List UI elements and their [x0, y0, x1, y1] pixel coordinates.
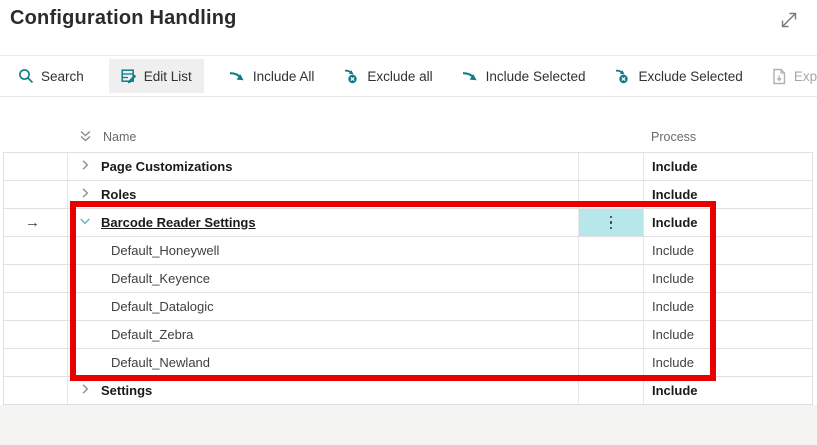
column-header-process[interactable]: Process [651, 130, 697, 144]
edit-list-icon [121, 68, 137, 84]
table-row-barcode-reader-settings[interactable]: → Barcode Reader Settings Include [4, 209, 812, 237]
table-body: Page Customizations Include Roles Includ… [3, 152, 813, 405]
chevron-right-icon[interactable] [79, 187, 91, 202]
include-all-button[interactable]: Include All [225, 59, 319, 93]
table-row-settings[interactable]: Settings Include [4, 377, 812, 405]
process-cell[interactable]: Include [652, 243, 694, 258]
footer-area [0, 405, 817, 445]
vertical-ellipsis-icon[interactable] [609, 215, 613, 230]
search-button[interactable]: Search [14, 59, 88, 93]
export-button: Export [768, 59, 817, 93]
configuration-table: Name Process Page Customizations Include [3, 122, 813, 405]
expand-diagonal-icon[interactable] [779, 10, 799, 30]
process-cell[interactable]: Include [652, 187, 698, 202]
current-row-arrow-icon: → [4, 209, 68, 236]
process-cell[interactable]: Include [652, 271, 694, 286]
table-header-row: Name Process [3, 122, 813, 152]
process-cell[interactable]: Include [652, 383, 698, 398]
table-row-page-customizations[interactable]: Page Customizations Include [4, 153, 812, 181]
page-title: Configuration Handling [10, 7, 237, 29]
exclude-selected-button[interactable]: Exclude Selected [610, 59, 746, 93]
process-cell[interactable]: Include [652, 159, 698, 174]
row-options-cell[interactable] [579, 209, 644, 236]
action-toolbar: Search Edit List Include All [0, 55, 817, 97]
chevron-right-icon[interactable] [79, 159, 91, 174]
table-row-default-zebra[interactable]: Default_Zebra Include [4, 321, 812, 349]
table-row-default-honeywell[interactable]: Default_Honeywell Include [4, 237, 812, 265]
chevron-right-icon[interactable] [79, 383, 91, 398]
table-row-default-keyence[interactable]: Default_Keyence Include [4, 265, 812, 293]
process-cell[interactable]: Include [652, 299, 694, 314]
exclude-all-button[interactable]: Exclude all [339, 59, 436, 93]
table-row-roles[interactable]: Roles Include [4, 181, 812, 209]
export-icon [772, 68, 787, 85]
process-cell[interactable]: Include [652, 327, 694, 342]
chevron-down-icon[interactable] [79, 215, 91, 230]
process-cell[interactable]: Include [652, 215, 698, 230]
exclude-arrow-icon [614, 68, 631, 84]
include-arrow-icon [462, 69, 479, 84]
edit-list-button[interactable]: Edit List [108, 59, 204, 93]
include-selected-button[interactable]: Include Selected [458, 59, 590, 93]
table-row-default-newland[interactable]: Default_Newland Include [4, 349, 812, 377]
exclude-arrow-icon [343, 68, 360, 84]
column-header-name[interactable]: Name [103, 130, 137, 144]
collapse-all-icon[interactable] [79, 129, 92, 146]
include-arrow-icon [229, 69, 246, 84]
search-icon [18, 68, 34, 84]
process-cell[interactable]: Include [652, 355, 694, 370]
table-row-default-datalogic[interactable]: Default_Datalogic Include [4, 293, 812, 321]
